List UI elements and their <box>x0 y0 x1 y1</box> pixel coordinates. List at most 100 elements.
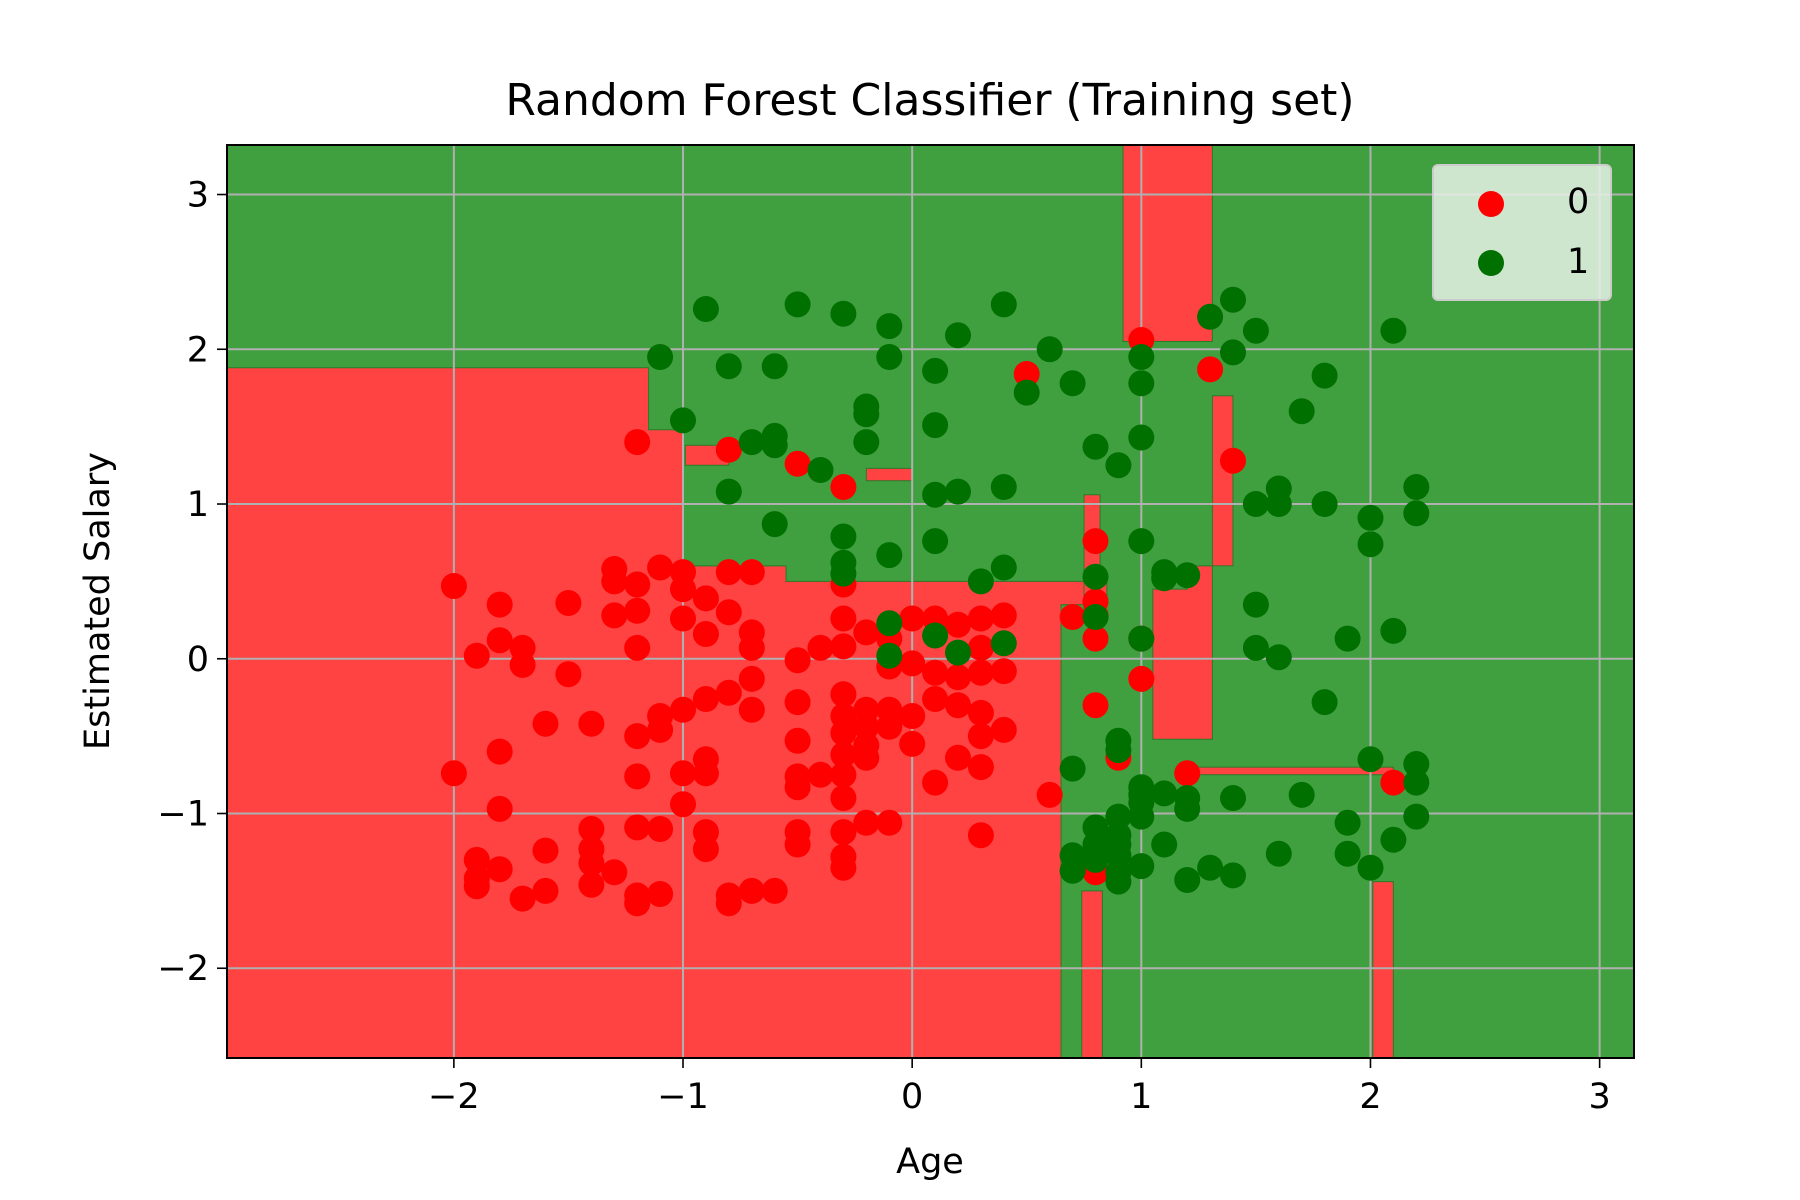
data-point-class-0 <box>922 769 949 796</box>
data-point-class-0 <box>738 559 765 586</box>
data-point-class-0 <box>578 850 605 876</box>
data-point-class-1 <box>945 639 971 666</box>
data-point-class-0 <box>486 856 513 883</box>
data-point-class-1 <box>807 457 834 483</box>
data-point-class-1 <box>1380 317 1407 344</box>
data-point-class-0 <box>830 854 857 881</box>
data-point-class-0 <box>899 730 926 757</box>
data-point-class-0 <box>876 809 903 836</box>
data-point-class-0 <box>692 836 719 863</box>
data-point-class-0 <box>899 650 926 677</box>
data-point-class-1 <box>990 291 1017 318</box>
x-tick-label: 2 <box>1359 1077 1381 1117</box>
data-points <box>440 286 1430 917</box>
data-point-class-1 <box>830 300 857 327</box>
x-axis-label: Age <box>896 1142 964 1182</box>
data-point-class-0 <box>624 723 651 750</box>
data-point-class-1 <box>1311 362 1338 389</box>
data-point-class-1 <box>922 528 949 555</box>
data-point-class-0 <box>990 716 1017 743</box>
data-point-class-0 <box>509 885 536 912</box>
data-point-class-0 <box>853 809 880 836</box>
data-point-class-0 <box>555 661 582 688</box>
y-tick-label: 0 <box>187 640 209 680</box>
data-point-class-1 <box>715 478 742 505</box>
data-point-class-0 <box>647 881 674 907</box>
data-point-class-1 <box>692 296 719 322</box>
legend-marker-1 <box>1478 250 1504 276</box>
data-point-class-0 <box>830 633 857 660</box>
data-point-class-0 <box>486 591 513 618</box>
data-point-class-1 <box>1380 826 1407 853</box>
data-point-class-0 <box>601 568 628 595</box>
data-point-class-0 <box>853 619 880 646</box>
data-point-class-0 <box>1059 604 1086 630</box>
data-point-class-1 <box>1128 625 1155 652</box>
data-point-class-0 <box>761 877 788 904</box>
data-point-class-0 <box>830 720 857 746</box>
data-point-class-0 <box>624 597 651 624</box>
data-point-class-1 <box>1197 854 1224 881</box>
data-point-class-1 <box>1288 781 1315 808</box>
data-point-class-0 <box>624 571 651 598</box>
data-point-class-0 <box>463 846 490 873</box>
data-point-class-0 <box>624 763 651 790</box>
y-axis-label: Estimated Salary <box>78 452 118 750</box>
data-point-class-1 <box>1242 634 1269 661</box>
data-point-class-0 <box>670 760 696 787</box>
data-point-class-0 <box>738 877 765 904</box>
data-point-class-1 <box>1334 625 1361 652</box>
data-point-class-1 <box>1357 531 1384 558</box>
data-point-class-1 <box>1105 803 1132 830</box>
data-point-class-0 <box>784 450 811 477</box>
data-point-class-0 <box>830 761 857 788</box>
data-point-class-0 <box>624 890 651 917</box>
data-point-class-0 <box>990 602 1017 629</box>
data-point-class-1 <box>1151 565 1178 592</box>
data-point-class-0 <box>578 816 605 842</box>
data-point-class-0 <box>601 602 628 629</box>
data-point-class-1 <box>1105 452 1132 479</box>
data-point-class-0 <box>670 791 696 818</box>
data-point-class-1 <box>853 401 880 428</box>
data-point-class-0 <box>532 877 559 904</box>
data-point-class-1 <box>715 353 742 380</box>
data-point-class-1 <box>876 542 903 569</box>
data-point-class-0 <box>853 744 880 771</box>
data-point-class-1 <box>1128 853 1155 880</box>
data-point-class-1 <box>1380 617 1407 644</box>
data-point-class-1 <box>945 322 971 349</box>
data-point-class-0 <box>555 590 582 616</box>
data-point-class-0 <box>624 814 651 841</box>
data-point-class-1 <box>1220 339 1246 366</box>
data-point-class-1 <box>1082 840 1109 867</box>
data-point-class-0 <box>784 774 811 801</box>
data-point-class-1 <box>1128 370 1155 397</box>
data-point-class-0 <box>945 664 971 691</box>
data-point-class-1 <box>922 357 949 384</box>
x-tick-label: 0 <box>901 1077 923 1117</box>
data-point-class-0 <box>945 692 971 719</box>
data-point-class-0 <box>1082 692 1109 719</box>
y-tick-label: −1 <box>157 795 209 835</box>
data-point-class-1 <box>670 407 696 434</box>
data-point-class-1 <box>1151 780 1178 807</box>
data-point-class-0 <box>532 710 559 737</box>
x-tick-label: 1 <box>1130 1077 1152 1117</box>
data-point-class-1 <box>761 422 788 449</box>
data-point-class-0 <box>715 559 742 586</box>
data-point-class-0 <box>624 634 651 661</box>
data-point-class-0 <box>876 713 903 740</box>
data-point-class-1 <box>1059 857 1086 884</box>
data-point-class-0 <box>463 873 490 900</box>
data-point-class-1 <box>1128 528 1155 555</box>
data-point-class-1 <box>1174 867 1201 893</box>
data-point-class-1 <box>1288 398 1315 425</box>
x-tick-label: −2 <box>428 1077 480 1117</box>
data-point-class-1 <box>945 478 971 505</box>
data-point-class-0 <box>601 859 628 886</box>
data-point-class-1 <box>1082 433 1109 460</box>
data-point-class-1 <box>922 412 949 439</box>
data-point-class-0 <box>578 710 605 737</box>
data-point-class-1 <box>990 554 1017 581</box>
